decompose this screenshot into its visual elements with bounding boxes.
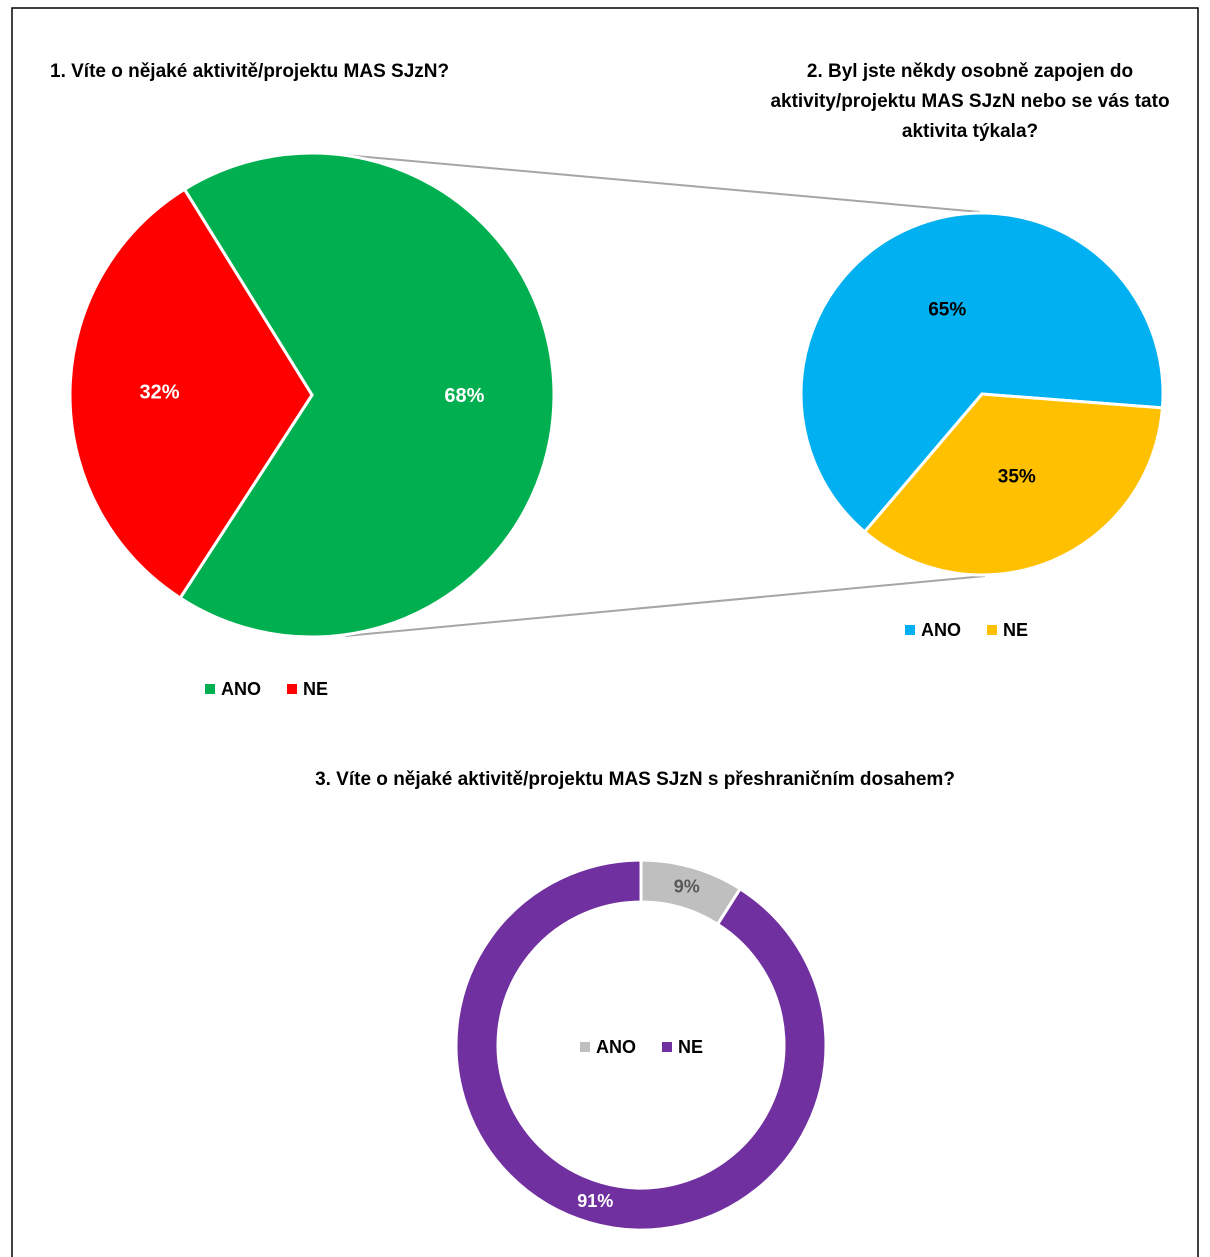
- data-label: 32%: [140, 382, 180, 404]
- data-label: 35%: [998, 467, 1036, 488]
- slice: [799, 211, 1165, 534]
- legend-swatch: [905, 625, 915, 635]
- data-label: 9%: [674, 876, 700, 896]
- legend-swatch: [580, 1042, 590, 1052]
- legend-swatch: [205, 684, 215, 694]
- slice: [862, 392, 1165, 577]
- legend-label: ANO: [221, 679, 261, 699]
- slice: [68, 187, 314, 601]
- legend-label: ANO: [921, 620, 961, 640]
- legend-label: NE: [1003, 620, 1028, 640]
- connector-line: [344, 575, 986, 637]
- frame: [11, 7, 1199, 1257]
- chart-title: 2. Byl jste někdy osobně zapojen do akti…: [770, 61, 1170, 142]
- legend-label: NE: [678, 1037, 703, 1057]
- data-label: 68%: [444, 385, 484, 407]
- legend-swatch: [987, 625, 997, 635]
- data-label: 65%: [928, 299, 966, 320]
- slice: [454, 858, 828, 1232]
- legend-label: NE: [303, 679, 328, 699]
- connector-line: [344, 154, 981, 213]
- chart-title: 3. Víte o nějaké aktivitě/projektu MAS S…: [315, 769, 955, 790]
- data-label: 91%: [577, 1191, 613, 1211]
- legend-swatch: [662, 1042, 672, 1052]
- legend-swatch: [287, 684, 297, 694]
- slice: [178, 151, 556, 639]
- chart-title: 1. Víte o nějaké aktivitě/projektu MAS S…: [50, 61, 450, 82]
- legend-label: ANO: [596, 1037, 636, 1057]
